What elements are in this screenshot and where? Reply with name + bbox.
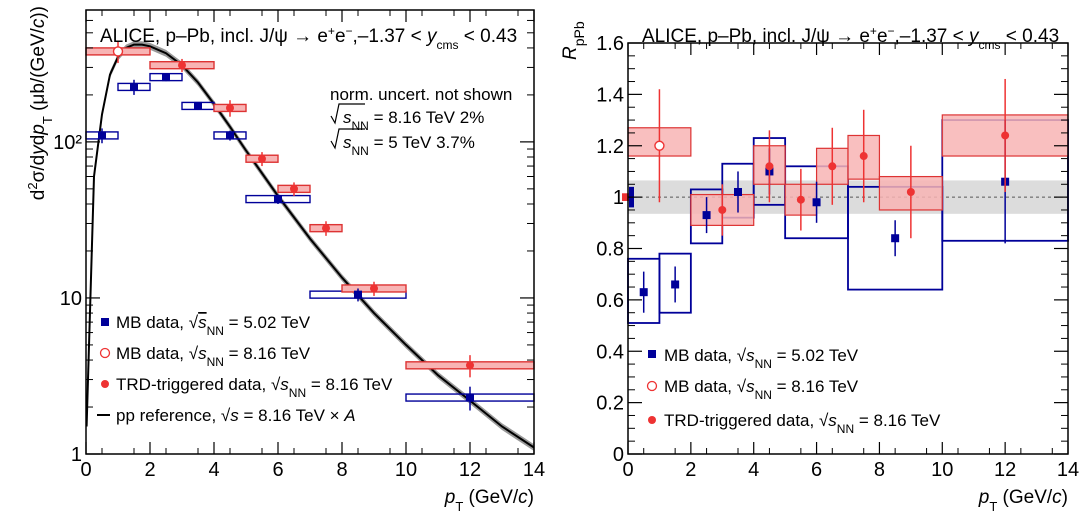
data-point — [734, 187, 742, 196]
normalization-note: norm. uncert. not shown — [330, 85, 512, 104]
data-point — [98, 131, 106, 140]
x-tick-label: 12 — [459, 459, 481, 481]
chart-header: ALICE, p–Pb, incl. J/ψ → e+e−,–1.37 < yc… — [100, 24, 517, 52]
data-point — [130, 82, 138, 91]
y-tick-label: 1 — [71, 444, 82, 466]
x-tick-label: 8 — [336, 459, 347, 481]
data-point — [671, 280, 680, 289]
legend-marker-mb502 — [648, 350, 656, 358]
y-tick-label: 1.4 — [596, 84, 624, 106]
x-tick-label: 2 — [144, 459, 155, 481]
x-tick-label: 0 — [80, 459, 91, 481]
plot-frame — [85, 9, 535, 455]
global-norm-box-red — [622, 193, 629, 201]
y-tick-label: 1 — [613, 187, 624, 209]
x-tick-label: 12 — [994, 459, 1016, 481]
data-point — [906, 187, 915, 196]
x-tick-label: 14 — [523, 459, 545, 481]
data-point — [354, 290, 362, 299]
x-tick-label: 0 — [622, 459, 633, 481]
data-point — [226, 103, 234, 112]
y-axis-title: d2σ/dydpT (μb/(GeV/c)) — [25, 6, 55, 200]
x-axis-title: pT (GeV/c) — [978, 487, 1068, 513]
data-point — [466, 361, 474, 370]
legend-marker-mb502 — [101, 318, 109, 326]
data-point — [162, 73, 170, 82]
y-tick-label: 0 — [613, 444, 624, 466]
x-tick-label: 14 — [1057, 459, 1079, 481]
data-point — [828, 162, 837, 171]
y-tick-label: 10 — [60, 288, 82, 310]
x-tick-label: 6 — [272, 459, 283, 481]
x-tick-label: 6 — [811, 459, 822, 481]
y-tick-label: 0.8 — [596, 239, 624, 261]
pp-reference-band — [85, 41, 535, 452]
legend-marker-mb816 — [99, 347, 111, 359]
pp-reference-curve — [85, 43, 535, 449]
data-point — [765, 162, 774, 171]
y-axis-title: RpPb — [560, 21, 587, 60]
legend-marker-mb816 — [646, 380, 658, 392]
data-point — [322, 224, 330, 233]
data-point — [812, 198, 821, 207]
x-tick-label: 8 — [874, 459, 885, 481]
right-panel: 0 2 4 6 8 10 12 14 0 0.2 0.4 0.6 0.8 1 1.2 1.4 1.6 ALICE… — [560, 21, 1079, 513]
data-point — [112, 46, 124, 57]
data-point — [274, 195, 282, 204]
data-point — [1001, 131, 1010, 140]
y-tick-label: 0.2 — [596, 393, 624, 415]
data-point — [466, 393, 474, 402]
global-uncertainty-band — [622, 180, 1068, 214]
y-tick-label: 1.6 — [596, 33, 624, 55]
x-tick-label: 4 — [208, 459, 219, 481]
y-tick-label: 10² — [53, 132, 82, 154]
legend-mb502: MB data, √sNN = 5.02 TeV — [116, 313, 311, 338]
y-tick-label: 1.2 — [596, 136, 624, 158]
data-point — [859, 152, 868, 161]
legend-trd: TRD-triggered data, √sNN = 8.16 TeV — [116, 375, 393, 400]
x-tick-label: 2 — [685, 459, 696, 481]
axis-ticks: 0 2 4 6 8 10 12 14 0 0.2 0.4 0.6 0.8 1 1.2 1.4 1.6 — [596, 33, 1079, 481]
data-point — [654, 140, 665, 151]
legend-pp: pp reference, √s = 8.16 TeV × A — [116, 406, 356, 425]
data-point — [194, 101, 202, 110]
norm-uncert-5000: sNN = 5 TeV 3.7% — [330, 128, 475, 158]
legend-trd: TRD-triggered data, √sNN = 8.16 TeV — [664, 411, 941, 436]
x-tick-label: 10 — [931, 459, 953, 481]
data-points — [639, 78, 1010, 313]
data-point — [796, 195, 805, 204]
data-point — [178, 61, 186, 70]
legend-mb816: MB data, √sNN = 8.16 TeV — [664, 377, 859, 402]
x-tick-label: 10 — [395, 459, 417, 481]
data-point — [718, 205, 727, 214]
y-tick-label: 0.6 — [596, 290, 624, 312]
systematic-boxes — [627, 114, 1069, 324]
svg-text:sNN = 5 TeV 3.7%: sNN = 5 TeV 3.7% — [343, 133, 475, 158]
x-tick-label: 4 — [748, 459, 759, 481]
legend: MB data, √sNN = 5.02 TeV MB data, √sNN =… — [646, 346, 941, 436]
legend-mb816: MB data, √sNN = 8.16 TeV — [116, 344, 311, 369]
data-point — [258, 154, 266, 163]
legend-marker-trd — [648, 416, 656, 424]
left-panel: 0 2 4 6 8 10 12 14 1 10 10² ALICE, p–Pb, incl. J/ψ… — [25, 6, 546, 513]
data-points — [98, 41, 474, 411]
syst-box — [658, 252, 692, 314]
data-point — [226, 131, 234, 140]
legend-mb502: MB data, √sNN = 5.02 TeV — [664, 346, 859, 371]
x-axis-title: pT (GeV/c) — [444, 487, 534, 513]
data-point — [370, 284, 378, 293]
legend-marker-trd — [101, 380, 109, 388]
data-point — [891, 234, 900, 243]
data-point — [702, 211, 711, 220]
axis-ticks: 0 2 4 6 8 10 12 14 1 10 10² — [53, 9, 545, 481]
data-point — [639, 288, 648, 297]
legend: MB data, √sNN = 5.02 TeV MB data, √sNN =… — [97, 313, 393, 425]
chart-header: ALICE, p–Pb, incl. J/ψ → e+e−,–1.37 < yc… — [642, 24, 1059, 52]
data-point — [290, 184, 298, 193]
y-tick-label: 0.4 — [596, 341, 624, 363]
